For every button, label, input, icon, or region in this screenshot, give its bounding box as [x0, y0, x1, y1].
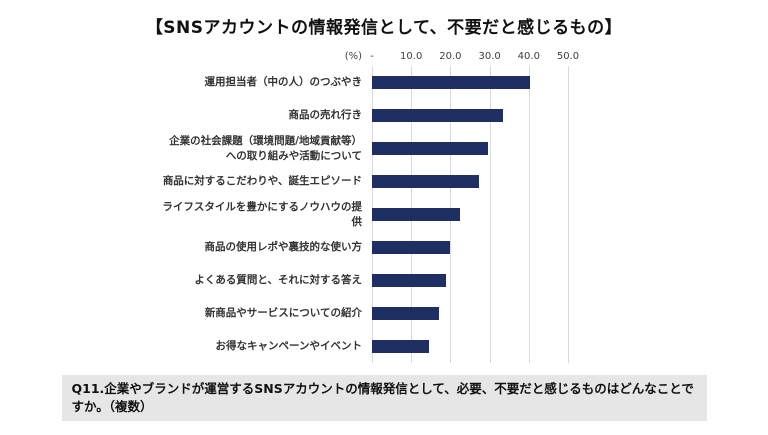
bar-track: [372, 330, 568, 363]
x-axis: (%) - 10.0 20.0 30.0 40.0 50.0: [162, 50, 768, 66]
chart-row: 企業の社会課題（環境問題/地域貢献等）への取り組みや活動について: [162, 132, 768, 165]
bar-track: [372, 297, 568, 330]
x-tick-label: 40.0: [517, 51, 540, 62]
bar-track: [372, 231, 568, 264]
chart-row: よくある質問と、それに対する答え: [162, 264, 768, 297]
category-label: 新商品やサービスについての紹介: [204, 307, 362, 320]
x-axis-ticks: (%) - 10.0 20.0 30.0 40.0 50.0: [345, 50, 579, 66]
category-label: 運用担当者（中の人）のつぶやき: [204, 76, 363, 89]
bar-track: [372, 66, 568, 99]
chart-row: 商品に対するこだわりや、誕生エピソード: [162, 165, 768, 198]
chart-row: 新商品やサービスについての紹介: [162, 297, 768, 330]
x-tick-label: -: [370, 51, 374, 62]
bar: [372, 307, 440, 320]
bar: [372, 208, 460, 221]
x-tick-label: 10.0: [400, 51, 423, 62]
bar-track: [372, 198, 568, 231]
bar: [372, 76, 530, 89]
bar-track: [372, 264, 568, 297]
bar: [372, 340, 430, 353]
category-label: ライフスタイルを豊かにするノウハウの提供: [162, 201, 362, 228]
axis-spacer: [162, 50, 372, 66]
category-label: 企業の社会課題（環境問題/地域貢献等）への取り組みや活動について: [169, 135, 362, 162]
bar: [372, 109, 504, 122]
bar-track: [372, 132, 568, 165]
chart-row: ライフスタイルを豊かにするノウハウの提供: [162, 198, 768, 231]
category-label: 商品に対するこだわりや、誕生エピソード: [162, 175, 362, 188]
x-tick-label: 20.0: [439, 51, 462, 62]
bar-track: [372, 99, 568, 132]
chart-rows: 運用担当者（中の人）のつぶやき商品の売れ行き企業の社会課題（環境問題/地域貢献等…: [162, 66, 768, 363]
chart-row: 商品の売れ行き: [162, 99, 768, 132]
chart-row: 商品の使用レポや裏技的な使い方: [162, 231, 768, 264]
category-label: 商品の売れ行き: [288, 109, 363, 122]
x-tick-label: 50.0: [556, 51, 580, 62]
bar: [372, 274, 447, 287]
category-label: よくある質問と、それに対する答え: [194, 274, 362, 287]
chart-row: お得なキャンペーンやイベント: [162, 330, 768, 363]
x-tick-label: 30.0: [478, 51, 501, 62]
plot-area: 運用担当者（中の人）のつぶやき商品の売れ行き企業の社会課題（環境問題/地域貢献等…: [162, 66, 768, 363]
bar-chart: (%) - 10.0 20.0 30.0 40.0 50.0 運用担当者（中の人）のつぶや…: [0, 50, 768, 363]
bar: [372, 142, 488, 155]
footer-note: Q11.企業やブランドが運営するSNSアカウントの情報発信として、必要、不要だと…: [61, 375, 707, 422]
bar: [372, 175, 480, 188]
category-label: 商品の使用レポや裏技的な使い方: [204, 241, 363, 254]
category-label: お得なキャンペーンやイベント: [215, 340, 362, 353]
chart-title: 【SNSアカウントの情報発信として、不要だと感じるもの】: [145, 18, 623, 38]
chart-row: 運用担当者（中の人）のつぶやき: [162, 66, 768, 99]
axis-unit-label: (%): [344, 51, 362, 62]
bar-track: [372, 165, 568, 198]
bar: [372, 241, 451, 254]
